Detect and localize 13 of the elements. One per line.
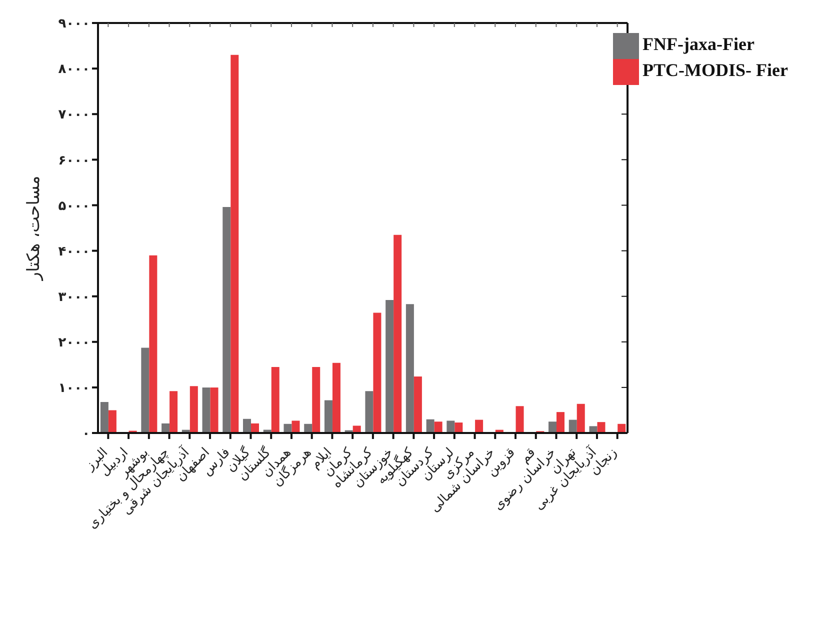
y-tick-label: ۷۰۰۰ bbox=[58, 108, 90, 123]
legend-label: FNF-jaxa-Fier bbox=[642, 34, 754, 54]
legend-label: PTC-MODIS- Fier bbox=[642, 60, 788, 80]
y-axis-title: مساحت، هکتار bbox=[24, 176, 44, 282]
y-tick-label: ۴۰۰۰ bbox=[58, 244, 90, 260]
y-tick-label: ۵۰۰۰ bbox=[58, 198, 90, 214]
y-tick-label: ۰ bbox=[82, 426, 90, 442]
y-tick-label: ۶۰۰۰ bbox=[58, 153, 90, 168]
y-tick-label: ۱۰۰۰ bbox=[58, 381, 90, 396]
y-tick-label: ۸۰۰۰ bbox=[58, 62, 90, 78]
y-tick-label: ۳۰۰۰ bbox=[58, 290, 90, 305]
y-tick-label: ۲۰۰۰ bbox=[58, 336, 90, 351]
y-tick-label: ۹۰۰۰ bbox=[58, 16, 90, 32]
